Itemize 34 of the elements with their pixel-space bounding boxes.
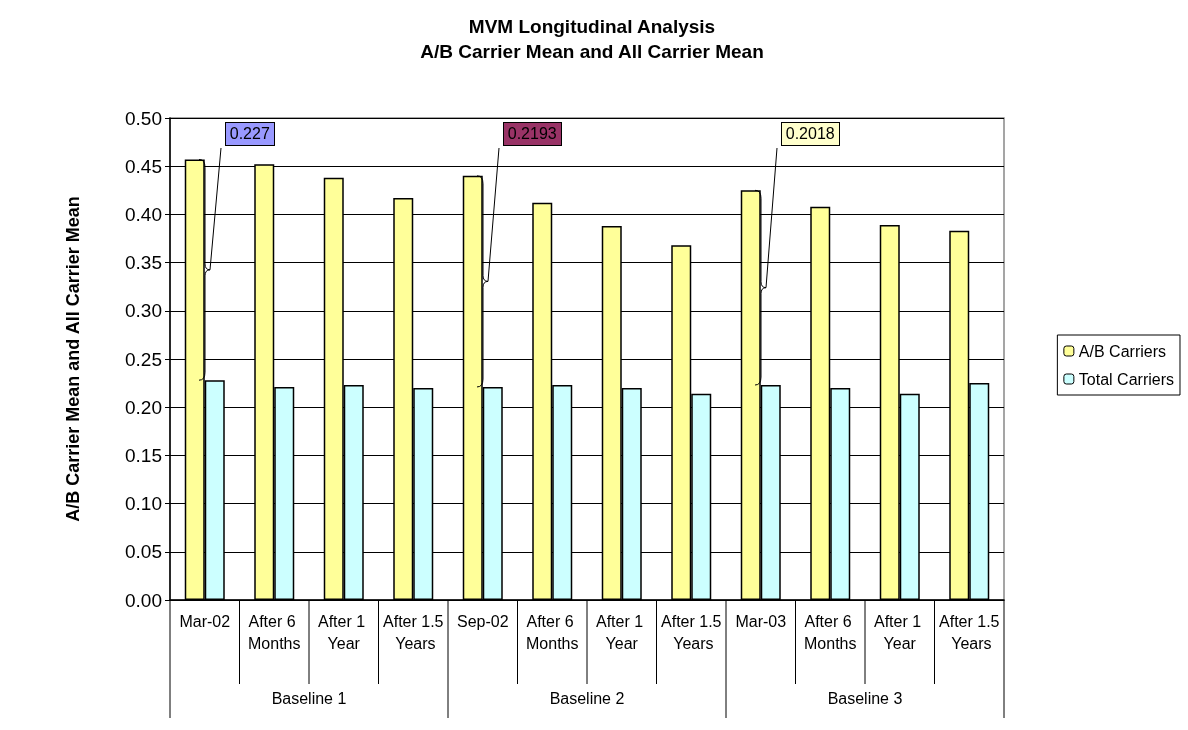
- text: Baseline 2: [549, 689, 625, 707]
- x-tick-label: After 6 Months: [804, 612, 857, 652]
- legend-label: Total Carriers: [1078, 370, 1175, 388]
- x-tick-label: After 1.5 Years: [383, 612, 444, 652]
- x-tick-label: After 1.5 Years: [939, 612, 1000, 652]
- y-tick-label: 0.00: [125, 589, 162, 611]
- x-tick-label: Mar-03: [735, 612, 787, 630]
- y-tick-label: 0.05: [125, 541, 162, 563]
- y-tick-label: 0.10: [125, 493, 162, 515]
- y-tick-label: 0.45: [125, 155, 162, 177]
- y-tick-label: 0.35: [125, 252, 162, 274]
- y-tick-label: 0.40: [125, 203, 162, 225]
- x-tick-label: After 1 Year: [595, 612, 648, 652]
- x-tick-label: After 1 Year: [873, 612, 926, 652]
- legend-label: A/B Carriers: [1078, 342, 1166, 360]
- x-tick-label: After 6 Months: [526, 612, 579, 652]
- chart-title: MVM Longitudinal Analysis: [468, 16, 716, 37]
- annotation: 0.2193: [502, 122, 562, 146]
- x-tick-label: Mar-02: [179, 612, 231, 630]
- y-tick-label: 0.15: [125, 444, 162, 466]
- x-tick-label: After 1 Year: [317, 612, 370, 652]
- y-tick-label: 0.30: [125, 300, 162, 322]
- text: Baseline 3: [827, 689, 903, 707]
- y-tick-label: 0.25: [125, 348, 162, 370]
- y-tick-label: 0.50: [125, 107, 162, 129]
- chart-subtitle: A/B Carrier Mean and All Carrier Mean: [420, 41, 764, 62]
- x-tick-label: Sep-02: [456, 612, 509, 630]
- annotation: 0.2018: [780, 122, 840, 146]
- x-tick-label: After 6 Months: [248, 612, 301, 652]
- y-axis-title: A/B Carrier Mean and All Carrier Mean: [63, 196, 83, 522]
- annotation: 0.227: [224, 122, 275, 146]
- x-tick-label: After 1.5 Years: [661, 612, 722, 652]
- y-tick-label: 0.20: [125, 396, 162, 418]
- text: Baseline 1: [271, 689, 347, 707]
